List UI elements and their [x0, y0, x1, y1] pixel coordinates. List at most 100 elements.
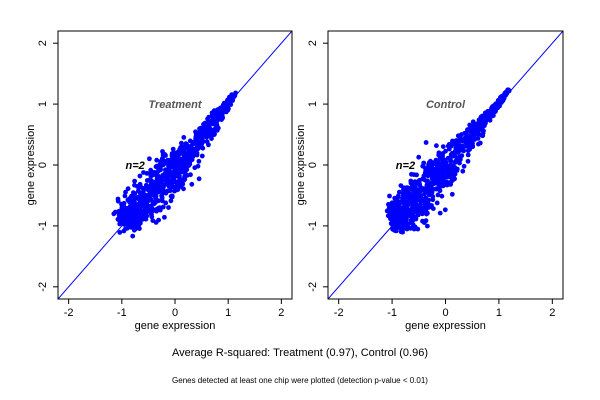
data-point — [149, 187, 155, 193]
data-point — [473, 121, 479, 127]
data-point — [201, 121, 206, 127]
data-point — [162, 214, 167, 220]
data-point — [396, 205, 402, 210]
data-point — [197, 126, 202, 132]
data-point — [137, 220, 143, 226]
panel-control: -2 -1 0 1 2 -2 -1 0 1 2 gene expression gene expres… — [295, 30, 564, 332]
data-point — [195, 163, 201, 169]
data-point — [405, 185, 411, 191]
data-point — [403, 226, 409, 231]
data-point — [401, 199, 407, 204]
data-point — [119, 209, 124, 215]
data-point — [470, 143, 475, 149]
data-point — [455, 133, 461, 139]
data-point — [144, 171, 150, 176]
data-point — [435, 192, 441, 198]
y-tick-label: -2 — [37, 282, 49, 292]
data-point — [426, 192, 432, 198]
data-point — [489, 106, 495, 112]
data-point — [148, 182, 154, 187]
data-point — [123, 189, 128, 195]
data-point — [441, 178, 446, 184]
data-point — [465, 158, 471, 164]
data-point — [179, 140, 184, 146]
y-axis-title: gene expression — [25, 125, 37, 206]
y-tick-label: 2 — [307, 40, 319, 46]
data-point — [427, 184, 433, 190]
data-point — [163, 200, 169, 206]
data-point — [150, 218, 156, 224]
data-point — [463, 143, 469, 149]
data-point — [505, 87, 511, 93]
y-tick-label: -2 — [307, 282, 319, 292]
data-point — [209, 130, 215, 136]
data-point — [467, 146, 472, 152]
data-point — [430, 194, 436, 200]
data-point — [440, 172, 446, 177]
y-axis-title: gene expression — [295, 125, 307, 206]
data-point — [168, 184, 174, 190]
data-point — [483, 110, 488, 116]
data-point — [465, 135, 471, 141]
data-point — [407, 201, 413, 207]
data-point — [448, 181, 454, 187]
data-point — [125, 186, 131, 192]
data-point — [440, 153, 445, 159]
data-point — [165, 188, 170, 194]
data-point — [168, 198, 174, 204]
data-point — [416, 154, 422, 160]
data-point — [449, 141, 454, 146]
y-tick-label: 2 — [37, 40, 49, 46]
panel-title: Treatment — [149, 99, 203, 111]
data-point — [224, 102, 229, 108]
data-point — [141, 193, 147, 199]
data-point — [439, 183, 445, 189]
data-point — [131, 221, 137, 227]
data-point — [461, 163, 467, 169]
data-point — [440, 144, 446, 150]
x-tick-label: -2 — [64, 307, 74, 319]
data-point — [149, 212, 154, 217]
data-point — [160, 149, 165, 154]
data-point — [121, 215, 127, 221]
data-point — [142, 207, 148, 213]
data-point — [412, 179, 418, 185]
data-point — [182, 173, 188, 179]
data-point — [468, 129, 474, 135]
data-point — [423, 218, 429, 224]
data-point — [423, 140, 429, 145]
data-point — [137, 190, 143, 196]
data-point — [178, 169, 183, 175]
data-point — [417, 182, 422, 187]
data-point — [214, 122, 220, 128]
data-point — [453, 148, 458, 154]
data-point — [130, 233, 136, 239]
data-point — [151, 201, 157, 207]
data-point — [204, 132, 210, 138]
y-tick-label: -1 — [37, 221, 49, 231]
data-point — [401, 192, 406, 198]
data-point — [434, 143, 439, 149]
data-point — [397, 189, 402, 195]
data-point — [434, 162, 440, 168]
data-point — [445, 155, 451, 161]
data-point — [397, 224, 402, 230]
data-point — [154, 171, 160, 177]
x-tick-label: 1 — [496, 307, 502, 319]
data-point — [449, 191, 455, 197]
data-point — [482, 118, 488, 124]
caption: Average R-squared: Treatment (0.97), Con… — [172, 347, 428, 359]
data-point — [137, 173, 143, 179]
x-tick-label: 1 — [225, 307, 231, 319]
data-point — [408, 211, 414, 217]
data-point — [449, 167, 454, 173]
data-point — [421, 208, 427, 214]
data-point — [161, 158, 167, 164]
data-point — [489, 113, 495, 119]
data-point — [215, 114, 221, 120]
panel-treatment: -2 -1 0 1 2 -2 -1 0 1 2 gene expression gene expres… — [25, 30, 293, 332]
data-point — [171, 179, 177, 184]
data-point — [159, 195, 165, 201]
data-point — [146, 198, 152, 203]
data-point — [161, 172, 167, 178]
